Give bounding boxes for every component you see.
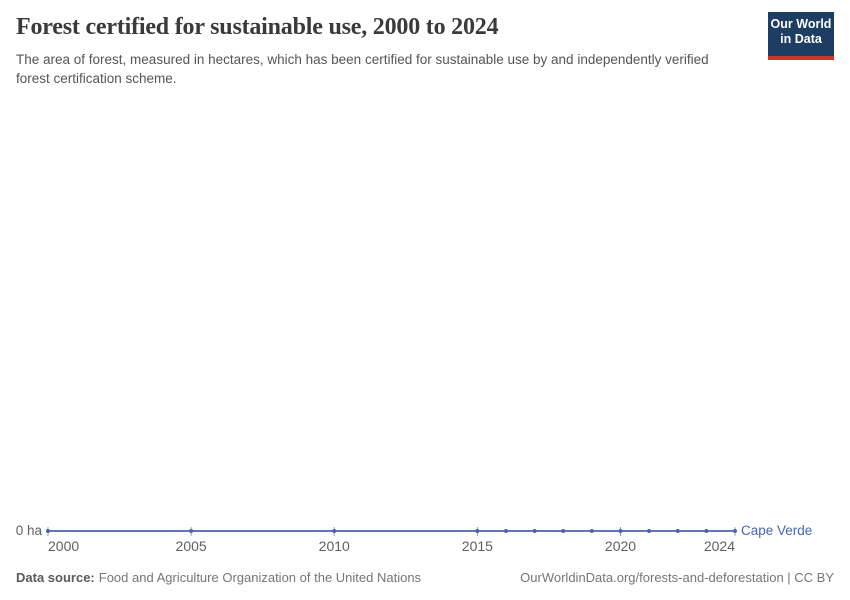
data-point-2022 xyxy=(675,529,680,533)
data-point-2016 xyxy=(504,529,508,533)
data-source-value: Food and Agriculture Organization of the… xyxy=(98,570,422,585)
series-label-cape-verde[interactable]: Cape Verde xyxy=(741,523,813,538)
owid-logo[interactable]: Our World in Data xyxy=(768,12,834,60)
data-point-2020 xyxy=(618,529,623,533)
x-tick-label-2010: 2010 xyxy=(318,538,350,554)
x-tick-label-2000: 2000 xyxy=(48,538,80,554)
data-source-label: Data source: xyxy=(16,570,95,585)
owid-url-license[interactable]: OurWorldinData.org/forests-and-deforesta… xyxy=(520,570,834,585)
y-axis-zero-label: 0 ha xyxy=(15,523,42,538)
data-point-2000 xyxy=(46,529,50,533)
data-point-2018 xyxy=(561,529,566,533)
owid-logo-line2: in Data xyxy=(780,32,822,46)
chart-subtitle: The area of forest, measured in hectares… xyxy=(16,52,709,86)
x-tick-label-2024: 2024 xyxy=(703,538,735,554)
x-tick-label-2015: 2015 xyxy=(461,538,493,554)
x-tick-label-2020: 2020 xyxy=(604,538,637,554)
data-point-2015 xyxy=(475,529,480,533)
owid-logo-line1: Our World xyxy=(770,17,832,31)
data-point-2021 xyxy=(647,529,652,533)
data-point-2019 xyxy=(589,529,594,533)
data-source-line[interactable]: Data source: Food and Agriculture Organiz… xyxy=(16,569,421,586)
x-tick-label-2005: 2005 xyxy=(175,538,207,554)
data-point-2010 xyxy=(332,529,337,533)
data-point-2024 xyxy=(733,529,737,533)
data-point-2017 xyxy=(532,529,537,533)
data-point-2005 xyxy=(189,529,194,533)
chart-title: Forest certified for sustainable use, 20… xyxy=(16,14,499,40)
data-point-2023 xyxy=(704,529,709,533)
